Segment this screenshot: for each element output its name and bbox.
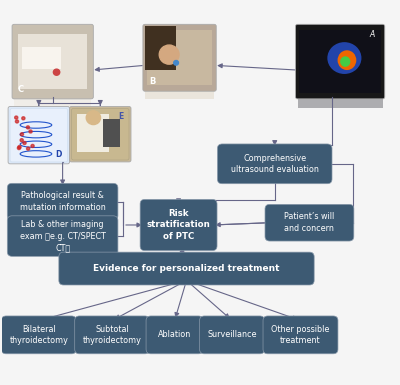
Circle shape bbox=[23, 141, 26, 144]
Text: Evidence for personalized treatment: Evidence for personalized treatment bbox=[93, 264, 280, 273]
Text: Risk
stratification
of PTC: Risk stratification of PTC bbox=[147, 209, 210, 241]
Circle shape bbox=[26, 126, 30, 129]
Text: Ablation: Ablation bbox=[158, 330, 191, 340]
Text: D: D bbox=[55, 150, 62, 159]
Text: Pathological result &
mutation information: Pathological result & mutation informati… bbox=[20, 191, 106, 212]
Circle shape bbox=[22, 117, 25, 120]
Text: Surveillance: Surveillance bbox=[207, 330, 257, 340]
Circle shape bbox=[53, 69, 60, 75]
Circle shape bbox=[16, 120, 18, 123]
FancyBboxPatch shape bbox=[143, 24, 216, 91]
Text: Bilateral
thyroidectomy: Bilateral thyroidectomy bbox=[9, 325, 68, 345]
Ellipse shape bbox=[327, 42, 362, 74]
FancyBboxPatch shape bbox=[146, 316, 203, 354]
Circle shape bbox=[15, 116, 18, 119]
Circle shape bbox=[18, 146, 21, 149]
Text: Patient’s will
and concern: Patient’s will and concern bbox=[284, 213, 334, 233]
Circle shape bbox=[159, 45, 179, 64]
FancyBboxPatch shape bbox=[140, 199, 217, 251]
Ellipse shape bbox=[340, 56, 350, 67]
FancyBboxPatch shape bbox=[8, 107, 70, 164]
FancyBboxPatch shape bbox=[296, 24, 385, 99]
FancyBboxPatch shape bbox=[263, 316, 338, 354]
Text: Comprehensive
ultrasound evaluation: Comprehensive ultrasound evaluation bbox=[231, 154, 319, 174]
FancyBboxPatch shape bbox=[22, 47, 61, 69]
Text: Lab & other imaging
exam （e.g. CT/SPECT
CT）: Lab & other imaging exam （e.g. CT/SPECT … bbox=[20, 220, 106, 252]
FancyBboxPatch shape bbox=[145, 87, 214, 99]
Text: E: E bbox=[118, 112, 123, 121]
Circle shape bbox=[26, 147, 30, 150]
FancyBboxPatch shape bbox=[18, 34, 87, 89]
FancyBboxPatch shape bbox=[298, 94, 383, 108]
Text: Other possible
treatment: Other possible treatment bbox=[271, 325, 330, 345]
FancyBboxPatch shape bbox=[70, 107, 131, 162]
FancyBboxPatch shape bbox=[14, 94, 91, 108]
Circle shape bbox=[174, 60, 178, 65]
FancyBboxPatch shape bbox=[300, 30, 381, 93]
Text: C: C bbox=[18, 85, 24, 94]
FancyBboxPatch shape bbox=[218, 144, 332, 184]
FancyBboxPatch shape bbox=[7, 183, 118, 220]
Text: B: B bbox=[149, 77, 155, 86]
Circle shape bbox=[20, 139, 23, 142]
Text: A: A bbox=[370, 30, 375, 39]
FancyBboxPatch shape bbox=[103, 119, 120, 147]
FancyBboxPatch shape bbox=[147, 30, 212, 85]
FancyBboxPatch shape bbox=[1, 316, 76, 354]
Circle shape bbox=[17, 147, 20, 150]
FancyBboxPatch shape bbox=[72, 109, 129, 160]
Circle shape bbox=[20, 133, 24, 136]
Text: Subtotal
thyroidectomy: Subtotal thyroidectomy bbox=[83, 325, 142, 345]
Circle shape bbox=[86, 111, 100, 125]
FancyBboxPatch shape bbox=[12, 24, 93, 99]
FancyBboxPatch shape bbox=[7, 216, 118, 256]
FancyBboxPatch shape bbox=[265, 204, 354, 241]
FancyBboxPatch shape bbox=[10, 109, 68, 162]
FancyBboxPatch shape bbox=[59, 252, 314, 285]
Circle shape bbox=[31, 144, 34, 147]
FancyBboxPatch shape bbox=[77, 114, 109, 152]
FancyBboxPatch shape bbox=[75, 316, 150, 354]
FancyBboxPatch shape bbox=[200, 316, 265, 354]
Circle shape bbox=[29, 130, 32, 133]
FancyBboxPatch shape bbox=[145, 26, 176, 70]
Ellipse shape bbox=[338, 50, 356, 70]
